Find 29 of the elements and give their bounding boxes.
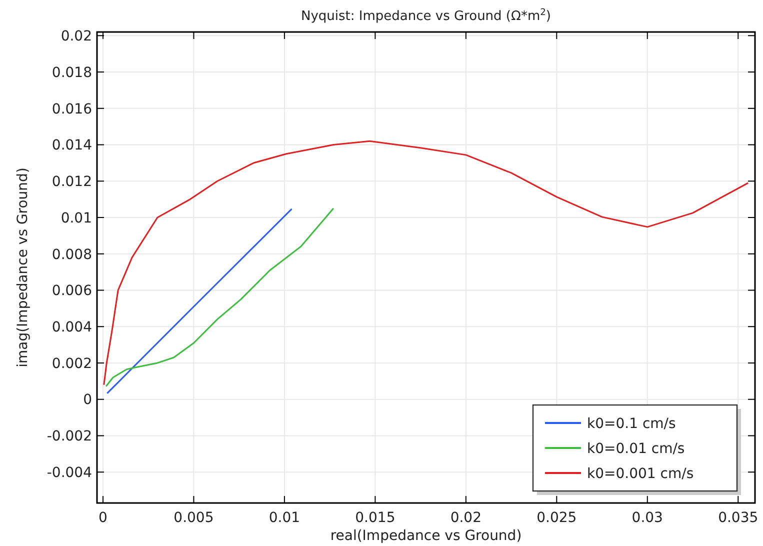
y-tick-label: 0.004 [52,320,92,336]
line-series [103,140,749,386]
x-axis-title: real(Impedance vs Ground) [330,528,522,544]
y-tick-label: 0.02 [60,28,92,45]
x-tick-label: 0 [98,510,108,526]
y-tick-label: 0.008 [52,246,92,263]
y-tick-label: 0.01 [60,210,92,226]
legend-label: k0=0.1 cm/s [587,416,676,432]
x-tick-label: 0.025 [536,510,577,526]
x-tick-label: 0.03 [632,510,663,526]
y-tick-label: 0.018 [52,64,92,81]
x-tick-label: 0.035 [718,510,758,526]
y-tick-label: 0.006 [52,283,92,300]
x-tick-label: 0.02 [450,510,482,526]
y-tick-label: 0.016 [52,101,92,118]
x-tick-label: 0.005 [174,510,214,526]
y-tick-label: 0.014 [52,138,92,154]
line-series [105,208,334,387]
y-axis-title: imag(Impedance vs Ground) [15,168,31,368]
x-tick-label: 0.01 [268,510,300,526]
x-tick-label: 0.015 [355,510,396,526]
chart-title: Nyquist: Impedance vs Ground (Ω*m$^{2}$) [301,8,551,24]
legend-label: k0=0.001 cm/s [587,466,694,482]
y-tick-label: 0.012 [52,174,92,190]
y-tick-label: -0.002 [46,428,92,445]
y-tick-label: -0.004 [46,464,92,481]
legend-label: k0=0.01 cm/s [587,440,685,457]
y-tick-label: 0 [83,392,92,408]
y-tick-label: 0.002 [52,356,92,372]
